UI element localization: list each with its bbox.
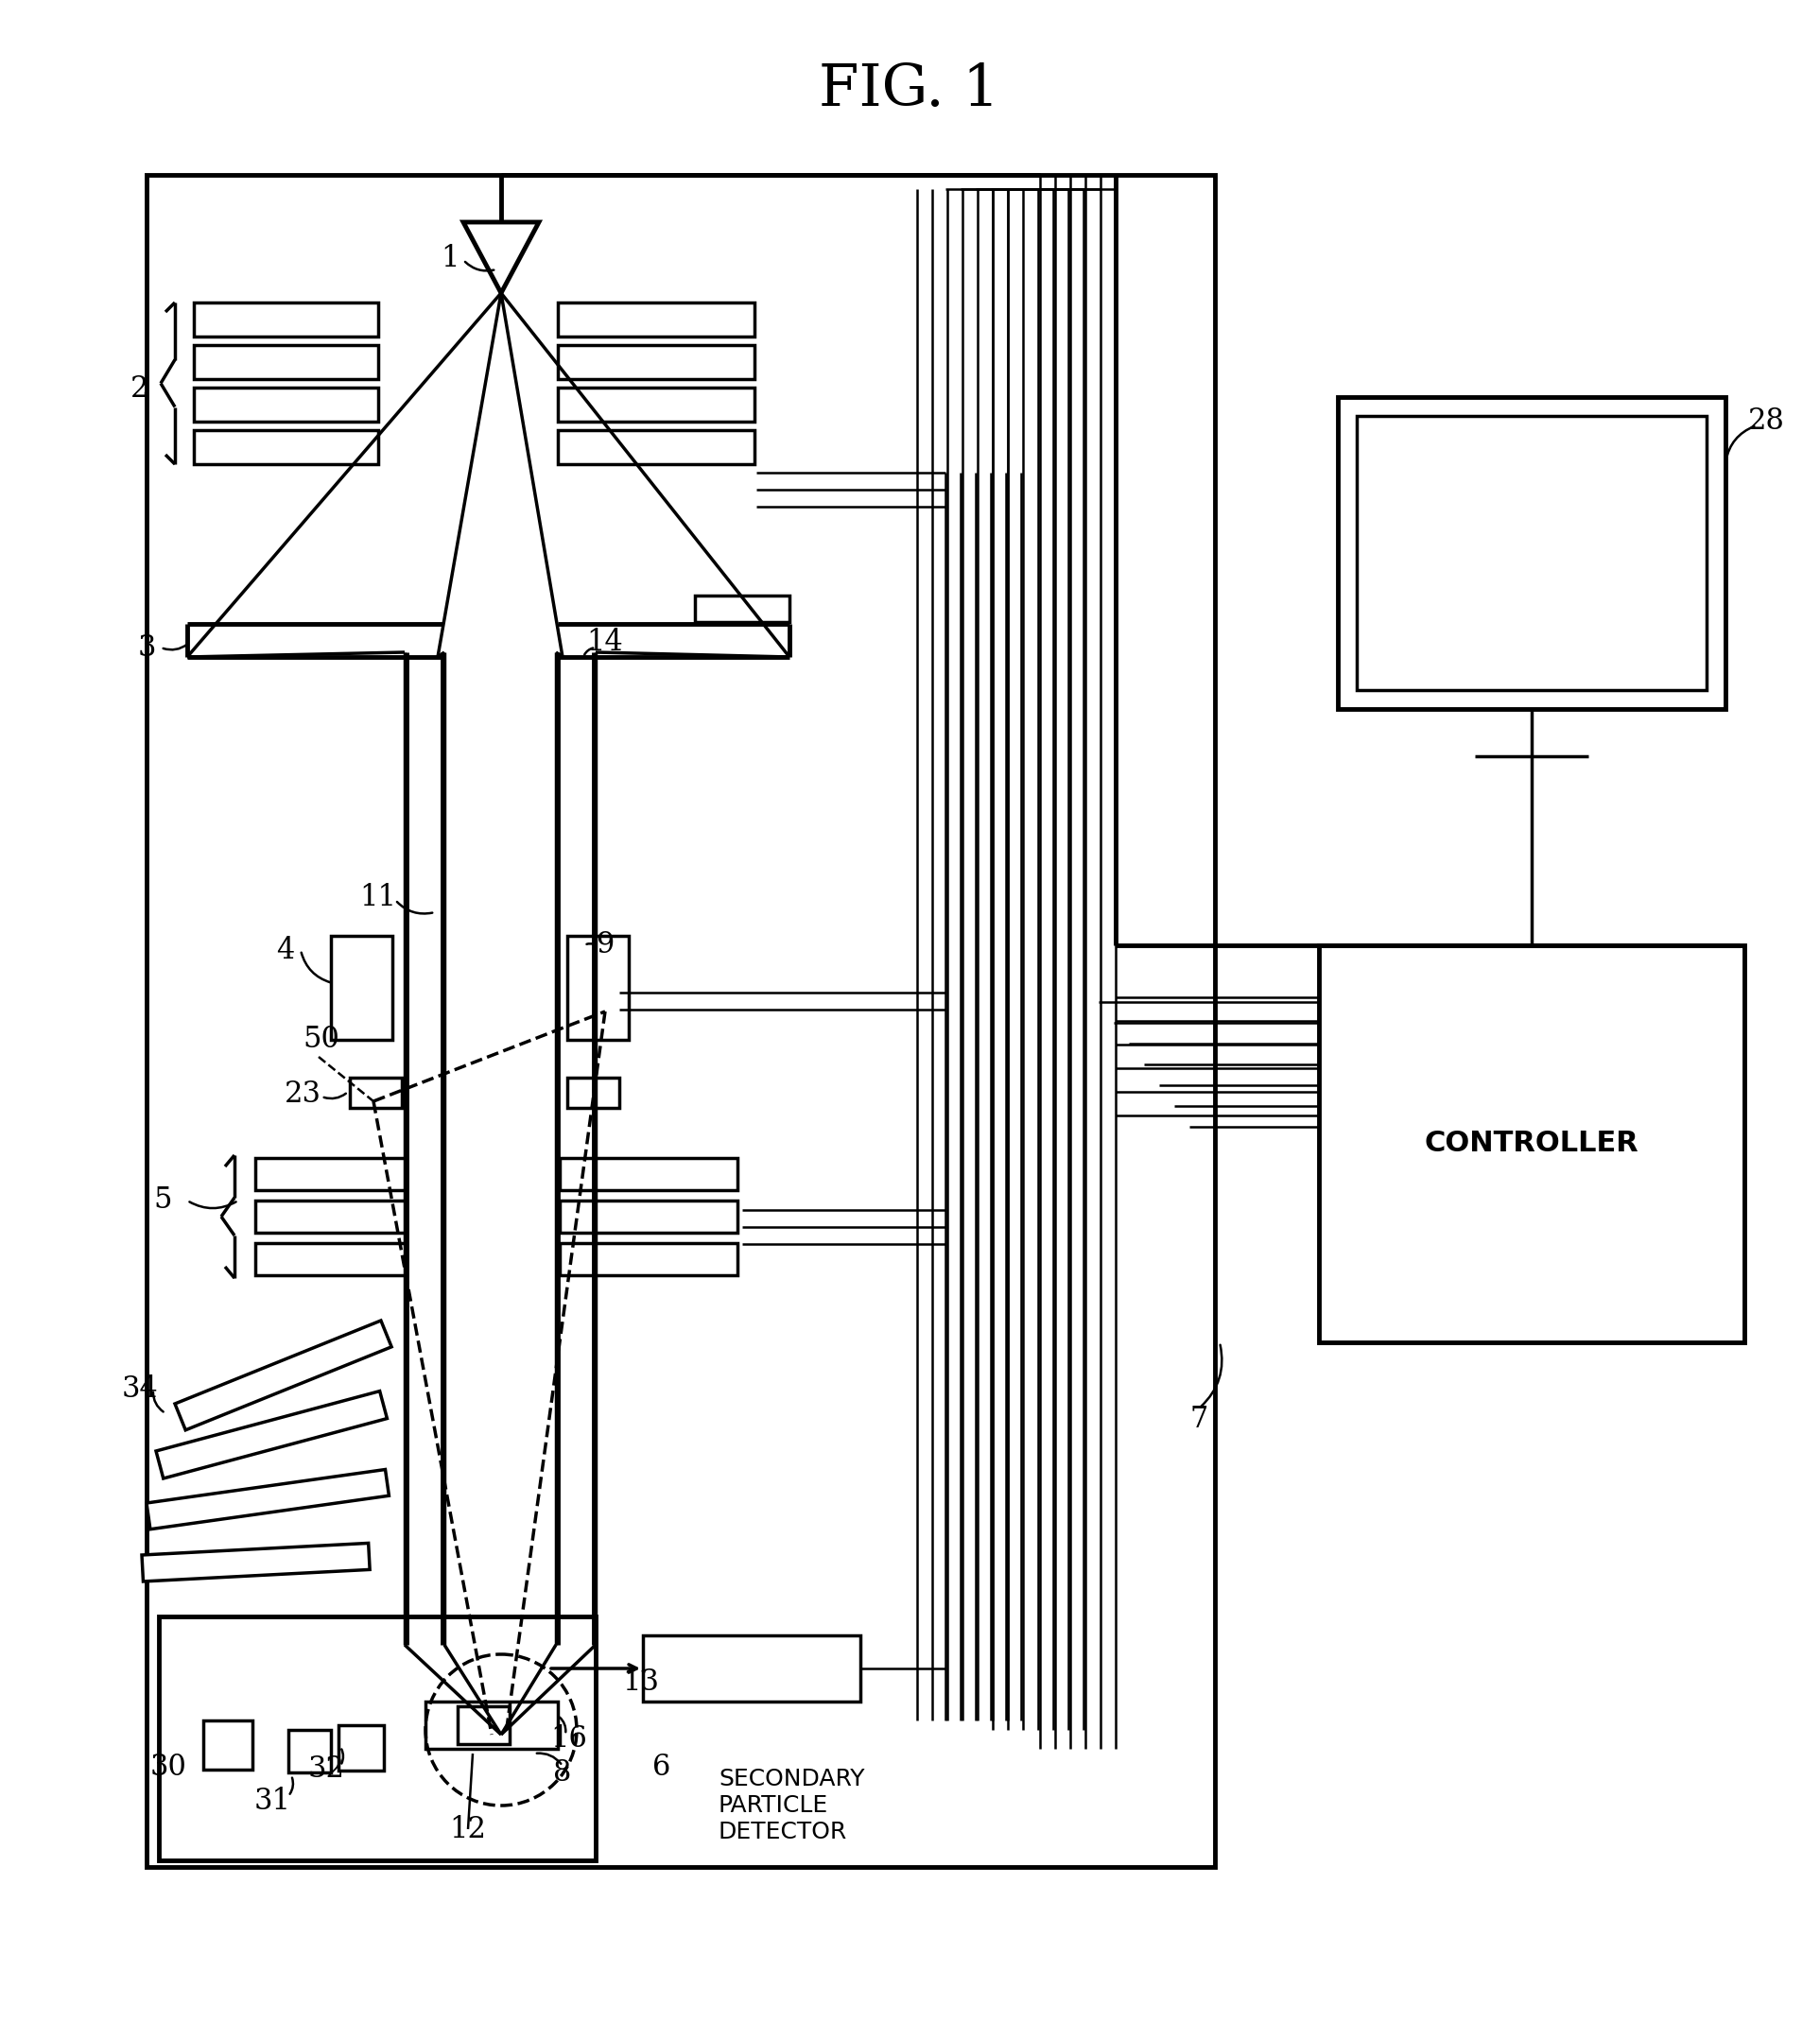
Bar — [331, 936, 393, 1039]
Polygon shape — [464, 222, 539, 293]
Text: 28: 28 — [1747, 406, 1784, 435]
Bar — [193, 303, 379, 336]
Bar — [193, 388, 379, 423]
Bar — [193, 346, 379, 378]
Bar — [457, 1707, 510, 1745]
Bar — [193, 431, 379, 465]
Bar — [142, 1543, 369, 1581]
Bar — [349, 1078, 402, 1108]
Text: 23: 23 — [284, 1080, 320, 1110]
Text: 2: 2 — [131, 374, 149, 404]
Text: 5: 5 — [153, 1185, 171, 1215]
Text: 4: 4 — [277, 936, 295, 964]
Text: 6: 6 — [653, 1753, 672, 1781]
Text: 11: 11 — [360, 884, 397, 912]
Text: 12: 12 — [450, 1814, 486, 1844]
Bar — [568, 1078, 619, 1108]
Text: SECONDARY
PARTICLE
DETECTOR: SECONDARY PARTICLE DETECTOR — [719, 1767, 864, 1842]
Bar — [568, 936, 628, 1039]
Bar — [339, 1725, 384, 1771]
Text: 3: 3 — [136, 633, 157, 661]
Bar — [158, 1616, 595, 1860]
Bar — [255, 1244, 406, 1276]
Bar — [557, 346, 755, 378]
Text: 30: 30 — [149, 1753, 187, 1781]
Bar — [255, 1159, 406, 1191]
Bar — [695, 596, 790, 623]
Bar — [426, 1703, 557, 1749]
Text: 13: 13 — [622, 1668, 659, 1696]
Bar — [1320, 946, 1744, 1343]
Bar — [557, 388, 755, 423]
Bar — [175, 1320, 391, 1430]
Text: 9: 9 — [595, 930, 613, 960]
Text: 31: 31 — [253, 1785, 291, 1816]
Bar — [147, 1470, 389, 1529]
Bar — [557, 303, 755, 336]
Text: 16: 16 — [551, 1725, 588, 1753]
Bar — [561, 1244, 737, 1276]
Bar — [147, 174, 1216, 1866]
Bar — [1338, 396, 1725, 710]
Bar — [204, 1721, 253, 1769]
Text: 34: 34 — [122, 1375, 158, 1403]
Bar — [288, 1731, 331, 1773]
Text: CONTROLLER: CONTROLLER — [1425, 1130, 1638, 1157]
Text: 32: 32 — [308, 1755, 344, 1783]
Bar — [561, 1159, 737, 1191]
Text: 8: 8 — [553, 1757, 571, 1787]
Bar — [557, 431, 755, 465]
Bar — [255, 1201, 406, 1233]
Bar — [561, 1201, 737, 1233]
Text: FIG. 1: FIG. 1 — [819, 61, 999, 117]
Text: 50: 50 — [302, 1025, 339, 1055]
Text: 7: 7 — [1190, 1405, 1208, 1434]
Text: 1: 1 — [440, 243, 459, 273]
Text: 14: 14 — [586, 629, 624, 657]
Bar — [157, 1391, 388, 1478]
Bar — [642, 1636, 861, 1703]
Bar — [1356, 417, 1707, 690]
